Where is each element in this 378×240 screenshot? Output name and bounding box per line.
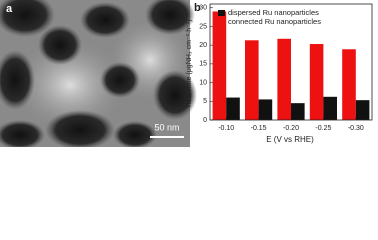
x-tick-label: -0.20 (283, 125, 299, 132)
y-tick-label: 15 (199, 61, 207, 68)
bar (323, 96, 338, 120)
bar (226, 97, 240, 120)
legend-swatch (218, 19, 225, 25)
x-axis-label: E (V vs RHE) (266, 135, 314, 144)
y-tick-label: 5 (203, 98, 207, 105)
y-axis-label: Yield Rate (μgNH₃ cm⁻²·h⁻¹) (186, 19, 193, 108)
figure: a 50 nm b E (V vs RHE) Yield Rate (μgNH₃… (0, 0, 373, 147)
x-tick-label: -0.30 (348, 125, 364, 132)
y-tick-label: 0 (203, 117, 207, 124)
bar (355, 100, 370, 120)
y-tick-label: 25 (199, 23, 207, 30)
legend-label: dispersed Ru nanoparticles (228, 8, 319, 17)
bar (258, 99, 273, 120)
bar (342, 49, 356, 120)
legend-label: connected Ru nanoparticles (228, 17, 321, 26)
panel-label: b (194, 2, 201, 14)
y-tick-label: 10 (199, 79, 207, 86)
legend-swatch (218, 10, 225, 16)
bar (212, 11, 227, 120)
y-tick-label: 30 (199, 5, 207, 12)
scale-bar-label: 50 nm (154, 122, 179, 132)
x-tick-label: -0.15 (251, 125, 267, 132)
plot-frame (209, 3, 373, 121)
x-tick-label: -0.10 (218, 125, 234, 132)
bar (309, 44, 324, 120)
x-tick-label: -0.25 (315, 125, 331, 132)
tem-image (0, 0, 197, 147)
panel-label: a (6, 3, 13, 15)
bar (277, 38, 291, 120)
bar (244, 40, 259, 120)
bar (291, 103, 305, 120)
y-tick-label: 20 (199, 42, 207, 49)
